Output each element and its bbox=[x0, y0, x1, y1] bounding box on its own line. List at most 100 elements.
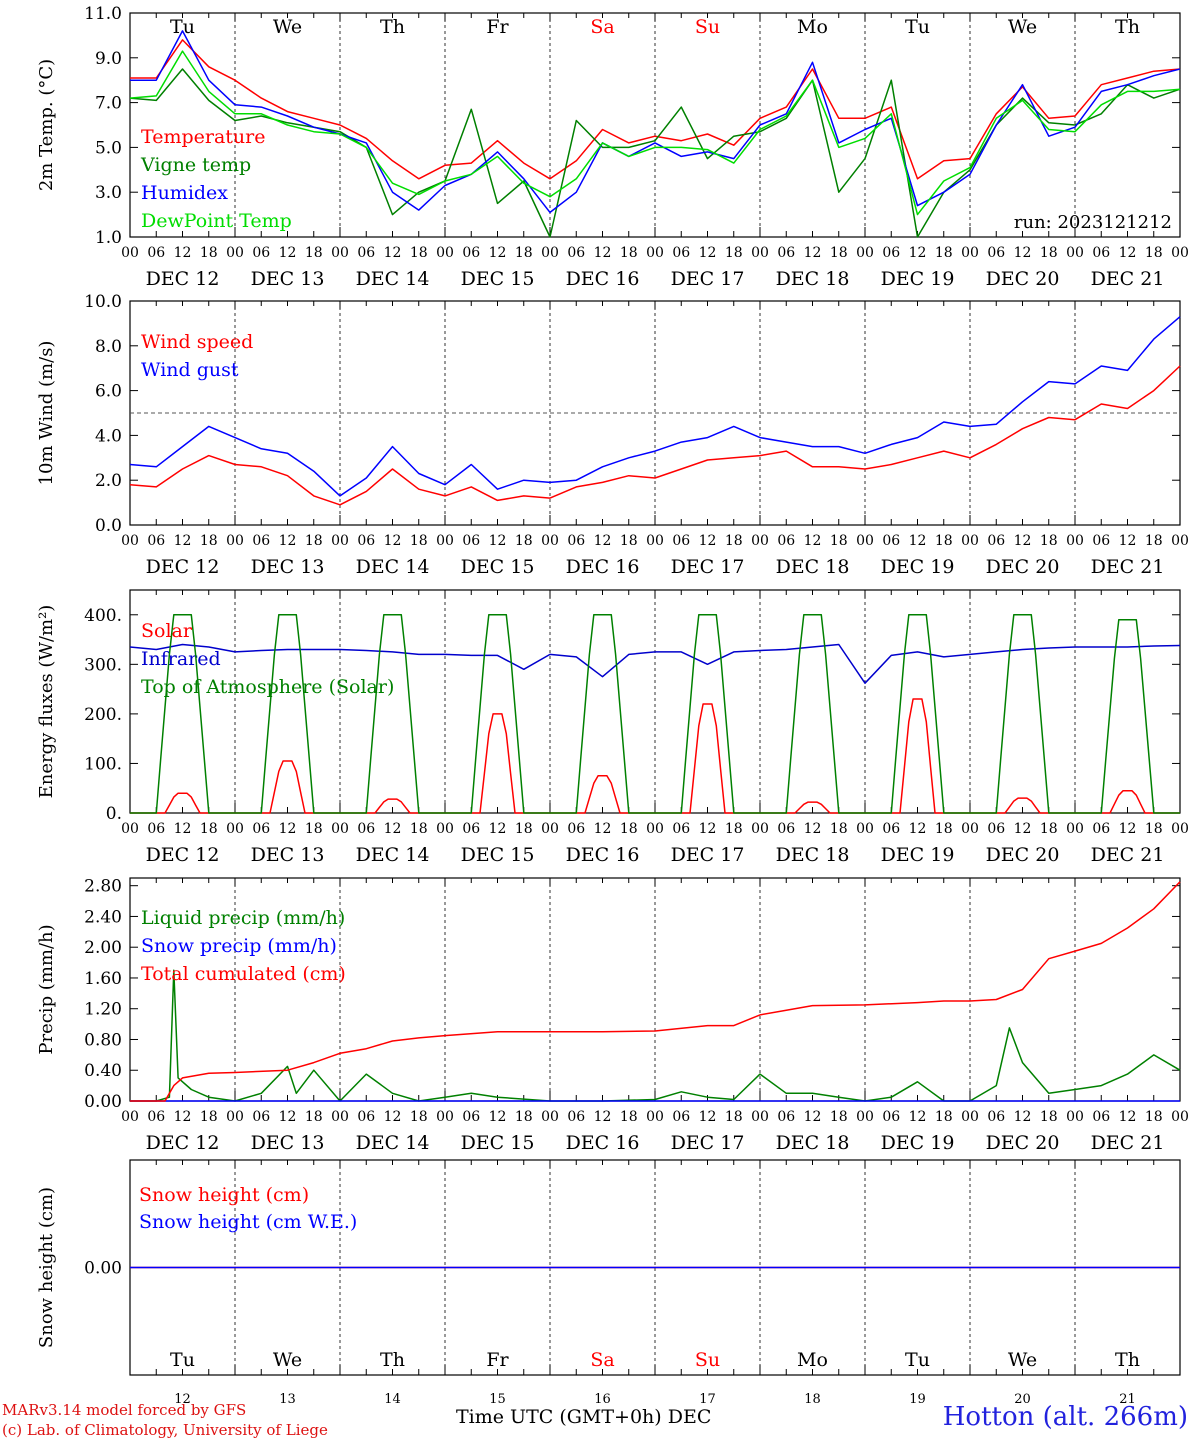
hour-label: 06 bbox=[672, 533, 690, 549]
y-tick-label: 1.20 bbox=[84, 1000, 122, 1020]
hour-label: 00 bbox=[1171, 1109, 1189, 1125]
hour-label: 18 bbox=[305, 821, 323, 837]
hour-label: 06 bbox=[987, 821, 1005, 837]
weekday-label: Mo bbox=[797, 1349, 828, 1371]
hour-label: 00 bbox=[1171, 533, 1189, 549]
hour-label: 18 bbox=[1040, 821, 1058, 837]
hour-label: 12 bbox=[174, 1109, 192, 1125]
day-label: DEC 15 bbox=[461, 268, 535, 290]
day-number: 15 bbox=[489, 1392, 506, 1407]
day-label: DEC 13 bbox=[251, 1132, 325, 1154]
day-label: DEC 13 bbox=[251, 268, 325, 290]
hour-label: 00 bbox=[646, 245, 664, 261]
day-label: DEC 19 bbox=[881, 268, 955, 290]
day-label: DEC 21 bbox=[1091, 844, 1165, 866]
day-label: DEC 20 bbox=[986, 844, 1060, 866]
day-number: 17 bbox=[699, 1392, 716, 1407]
day-number: 14 bbox=[384, 1392, 401, 1407]
day-label: DEC 16 bbox=[566, 556, 640, 578]
y-axis-label: Energy fluxes (W/m²) bbox=[36, 605, 57, 799]
day-label: DEC 13 bbox=[251, 556, 325, 578]
hour-label: 00 bbox=[961, 1109, 979, 1125]
day-label: DEC 15 bbox=[461, 1132, 535, 1154]
hour-label: 00 bbox=[646, 1109, 664, 1125]
day-label: DEC 20 bbox=[986, 556, 1060, 578]
weekday-label: Tu bbox=[905, 16, 930, 38]
legend-entry: Total cumulated (cm) bbox=[141, 963, 346, 985]
hour-label: 06 bbox=[462, 821, 480, 837]
legend-entry: DewPoint Temp bbox=[141, 210, 292, 232]
hour-label: 18 bbox=[935, 245, 953, 261]
hour-label: 12 bbox=[1119, 1109, 1137, 1125]
hour-label: 12 bbox=[384, 245, 402, 261]
day-label: DEC 16 bbox=[566, 1132, 640, 1154]
hour-label: 06 bbox=[462, 533, 480, 549]
hour-label: 12 bbox=[804, 533, 822, 549]
hour-label: 12 bbox=[489, 245, 507, 261]
hour-label: 18 bbox=[1145, 1109, 1163, 1125]
y-tick-label: 8.0 bbox=[95, 337, 122, 357]
hour-label: 18 bbox=[305, 1109, 323, 1125]
hour-label: 12 bbox=[699, 245, 717, 261]
day-label: DEC 16 bbox=[566, 268, 640, 290]
hour-label: 12 bbox=[279, 1109, 297, 1125]
hour-label: 18 bbox=[410, 533, 428, 549]
legend-entry: Top of Atmosphere (Solar) bbox=[141, 676, 394, 698]
hour-label: 18 bbox=[830, 533, 848, 549]
hour-label: 12 bbox=[1014, 533, 1032, 549]
hour-label: 00 bbox=[331, 821, 349, 837]
hour-label: 18 bbox=[830, 245, 848, 261]
hour-label: 12 bbox=[384, 1109, 402, 1125]
hour-label: 18 bbox=[515, 821, 533, 837]
y-tick-label: 0.80 bbox=[84, 1030, 122, 1050]
hour-label: 06 bbox=[567, 821, 585, 837]
hour-label: 06 bbox=[147, 821, 165, 837]
hour-label: 00 bbox=[646, 821, 664, 837]
hour-label: 18 bbox=[725, 821, 743, 837]
weekday-label: Th bbox=[380, 16, 405, 38]
x-axis-month: DEC bbox=[667, 1406, 712, 1428]
hour-label: 00 bbox=[226, 1109, 244, 1125]
hour-label: 00 bbox=[1066, 245, 1084, 261]
series-line bbox=[129, 50, 1181, 216]
hour-label: 06 bbox=[252, 533, 270, 549]
hour-label: 00 bbox=[646, 533, 664, 549]
day-label: DEC 13 bbox=[251, 844, 325, 866]
hour-label: 12 bbox=[489, 533, 507, 549]
series-line bbox=[129, 643, 1181, 684]
hour-label: 18 bbox=[725, 245, 743, 261]
y-tick-label: 0.0 bbox=[95, 516, 122, 536]
hour-label: 12 bbox=[804, 821, 822, 837]
hour-label: 06 bbox=[882, 533, 900, 549]
y-axis-label: Snow height (cm) bbox=[36, 1187, 57, 1348]
hour-label: 06 bbox=[777, 1109, 795, 1125]
day-label: DEC 15 bbox=[461, 556, 535, 578]
series-line bbox=[130, 881, 1181, 1102]
hour-label: 12 bbox=[594, 245, 612, 261]
hour-label: 00 bbox=[1066, 821, 1084, 837]
hour-label: 06 bbox=[252, 245, 270, 261]
weekday-label: Sa bbox=[590, 1349, 614, 1371]
hour-label: 12 bbox=[909, 245, 927, 261]
day-label: DEC 16 bbox=[566, 844, 640, 866]
weekday-label: Fr bbox=[486, 16, 509, 38]
day-number: 12 bbox=[174, 1392, 191, 1407]
hour-label: 00 bbox=[331, 533, 349, 549]
series-line bbox=[129, 316, 1181, 497]
y-tick-label: 1.0 bbox=[95, 228, 122, 248]
hour-label: 06 bbox=[567, 1109, 585, 1125]
hour-label: 00 bbox=[856, 1109, 874, 1125]
y-tick-label: 0.40 bbox=[84, 1061, 122, 1081]
hour-label: 12 bbox=[1119, 533, 1137, 549]
hour-label: 18 bbox=[515, 533, 533, 549]
hour-label: 06 bbox=[357, 821, 375, 837]
hour-label: 00 bbox=[1066, 1109, 1084, 1125]
y-axis-label: Precip (mm/h) bbox=[36, 924, 57, 1054]
hour-label: 00 bbox=[856, 821, 874, 837]
hour-label: 18 bbox=[830, 1109, 848, 1125]
hour-label: 12 bbox=[174, 821, 192, 837]
weekday-label: Su bbox=[695, 1349, 720, 1371]
hour-label: 06 bbox=[987, 533, 1005, 549]
day-label: DEC 12 bbox=[146, 556, 220, 578]
